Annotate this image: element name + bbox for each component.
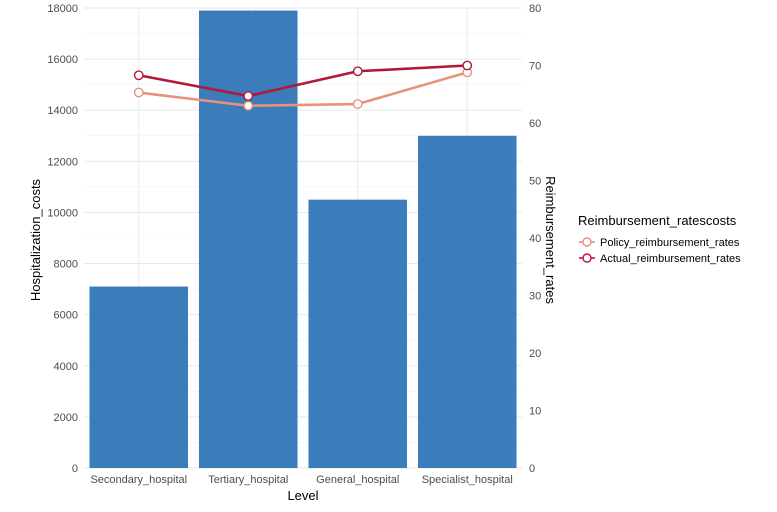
x-tick-label: General_hospital — [316, 474, 399, 486]
legend-item: Actual_reimbursement_rates — [579, 253, 741, 265]
right-y-tick-label: 20 — [529, 348, 541, 360]
series-lines — [138, 64, 468, 108]
legend-items: Policy_reimbursement_rates Actual_reimbur… — [579, 237, 741, 265]
left-y-tick-label: 18000 — [47, 3, 78, 15]
x-axis-title: Level — [287, 488, 318, 503]
right-y-axis-ticks: 0 10 20 30 40 50 60 70 80 — [529, 3, 541, 475]
right-y-tick-label: 60 — [529, 118, 541, 130]
bars — [89, 10, 517, 469]
series-point — [352, 66, 363, 77]
right-y-tick-label: 10 — [529, 406, 541, 418]
left-y-tick-label: 0 — [72, 463, 78, 475]
series-points — [133, 60, 473, 111]
left-y-tick-label: 6000 — [54, 310, 78, 322]
left-y-tick-label: 12000 — [47, 156, 78, 168]
bar — [308, 199, 408, 468]
bar — [89, 286, 189, 468]
left-y-tick-label: 8000 — [54, 259, 78, 271]
left-y-axis-ticks: 0 2000 4000 6000 8000 10000 12000 14000 16000 180… — [47, 3, 78, 475]
left-y-tick-label: 4000 — [54, 361, 78, 373]
bar — [198, 10, 298, 469]
right-y-tick-label: 80 — [529, 3, 541, 15]
left-y-tick-label: 16000 — [47, 54, 78, 66]
series-point — [352, 99, 363, 109]
legend-item: Policy_reimbursement_rates — [579, 237, 740, 249]
series-point — [133, 70, 144, 81]
legend-label: Actual_reimbursement_rates — [600, 253, 741, 265]
series-line — [138, 64, 468, 98]
right-y-tick-label: 50 — [529, 176, 541, 188]
series-point — [133, 87, 144, 98]
right-y-axis-title: Reimbursement_rates — [543, 176, 558, 304]
left-y-axis-title: Hospitalization_costs — [28, 178, 43, 301]
legend-key-point — [582, 253, 592, 263]
series-point — [243, 91, 254, 101]
legend: Reimbursement_ratescosts Policy_reimburs… — [578, 213, 741, 265]
legend-key-point — [582, 237, 592, 247]
x-tick-label: Tertiary_hospital — [208, 474, 288, 486]
left-y-tick-label: 14000 — [47, 105, 78, 117]
series-point — [243, 100, 254, 111]
right-y-tick-label: 40 — [529, 233, 541, 245]
right-y-tick-label: 70 — [529, 61, 541, 73]
series-line — [138, 71, 468, 108]
legend-label: Policy_reimbursement_rates — [600, 237, 740, 249]
bar — [417, 135, 517, 468]
x-tick-label: Secondary_hospital — [90, 474, 187, 486]
right-y-tick-label: 0 — [529, 463, 535, 475]
right-y-tick-label: 30 — [529, 291, 541, 303]
left-y-tick-label: 2000 — [54, 412, 78, 424]
legend-title: Reimbursement_ratescosts — [578, 213, 737, 228]
left-y-tick-label: 10000 — [47, 207, 78, 219]
series-point — [462, 60, 473, 71]
x-tick-label: Specialist_hospital — [422, 474, 513, 486]
x-axis-ticks: Secondary_hospital Tertiary_hospital Gener… — [90, 474, 512, 486]
